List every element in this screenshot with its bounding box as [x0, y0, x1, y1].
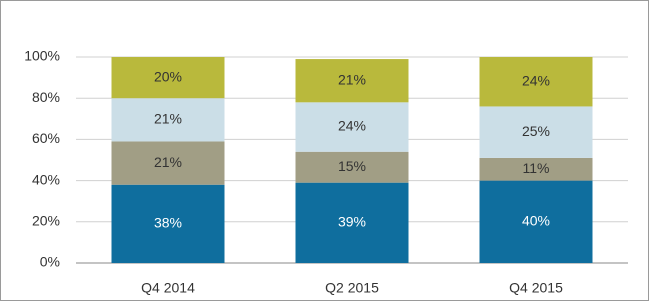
- data-label: 11%: [523, 160, 550, 176]
- x-tick-label: Q2 2015: [325, 280, 379, 296]
- bar-segment: [111, 57, 225, 99]
- bar-segment: [295, 102, 409, 152]
- x-tick-label: Q4 2015: [509, 280, 563, 296]
- data-label: 38%: [154, 215, 182, 231]
- data-label: 24%: [522, 72, 550, 88]
- data-label: 40%: [522, 213, 550, 229]
- x-tick-label: Q4 2014: [141, 280, 195, 296]
- y-tick-label: 20%: [32, 213, 60, 229]
- bar-segment: [295, 182, 409, 263]
- data-label: 21%: [154, 154, 182, 170]
- bar-segment: [479, 106, 593, 158]
- bar-segment: [479, 180, 593, 263]
- bar-segment: [295, 151, 409, 183]
- bar-segment: [479, 157, 593, 181]
- bar-segment: [479, 57, 593, 107]
- data-label: 20%: [154, 68, 182, 84]
- data-label: 21%: [338, 71, 366, 87]
- data-label: 21%: [154, 111, 182, 127]
- bar-segment: [295, 59, 409, 103]
- data-label: 15%: [338, 158, 366, 174]
- bar-segment: [111, 98, 225, 142]
- y-tick-label: 100%: [24, 48, 60, 64]
- bar-segment: [111, 184, 225, 263]
- bar-segment: [111, 141, 225, 185]
- y-tick-label: 60%: [32, 130, 60, 146]
- data-label: 25%: [522, 123, 550, 139]
- data-label: 24%: [338, 118, 366, 134]
- y-tick-label: 40%: [32, 171, 60, 187]
- y-tick-label: 80%: [32, 89, 60, 105]
- y-tick-label: 0%: [40, 254, 60, 270]
- data-label: 39%: [338, 214, 366, 230]
